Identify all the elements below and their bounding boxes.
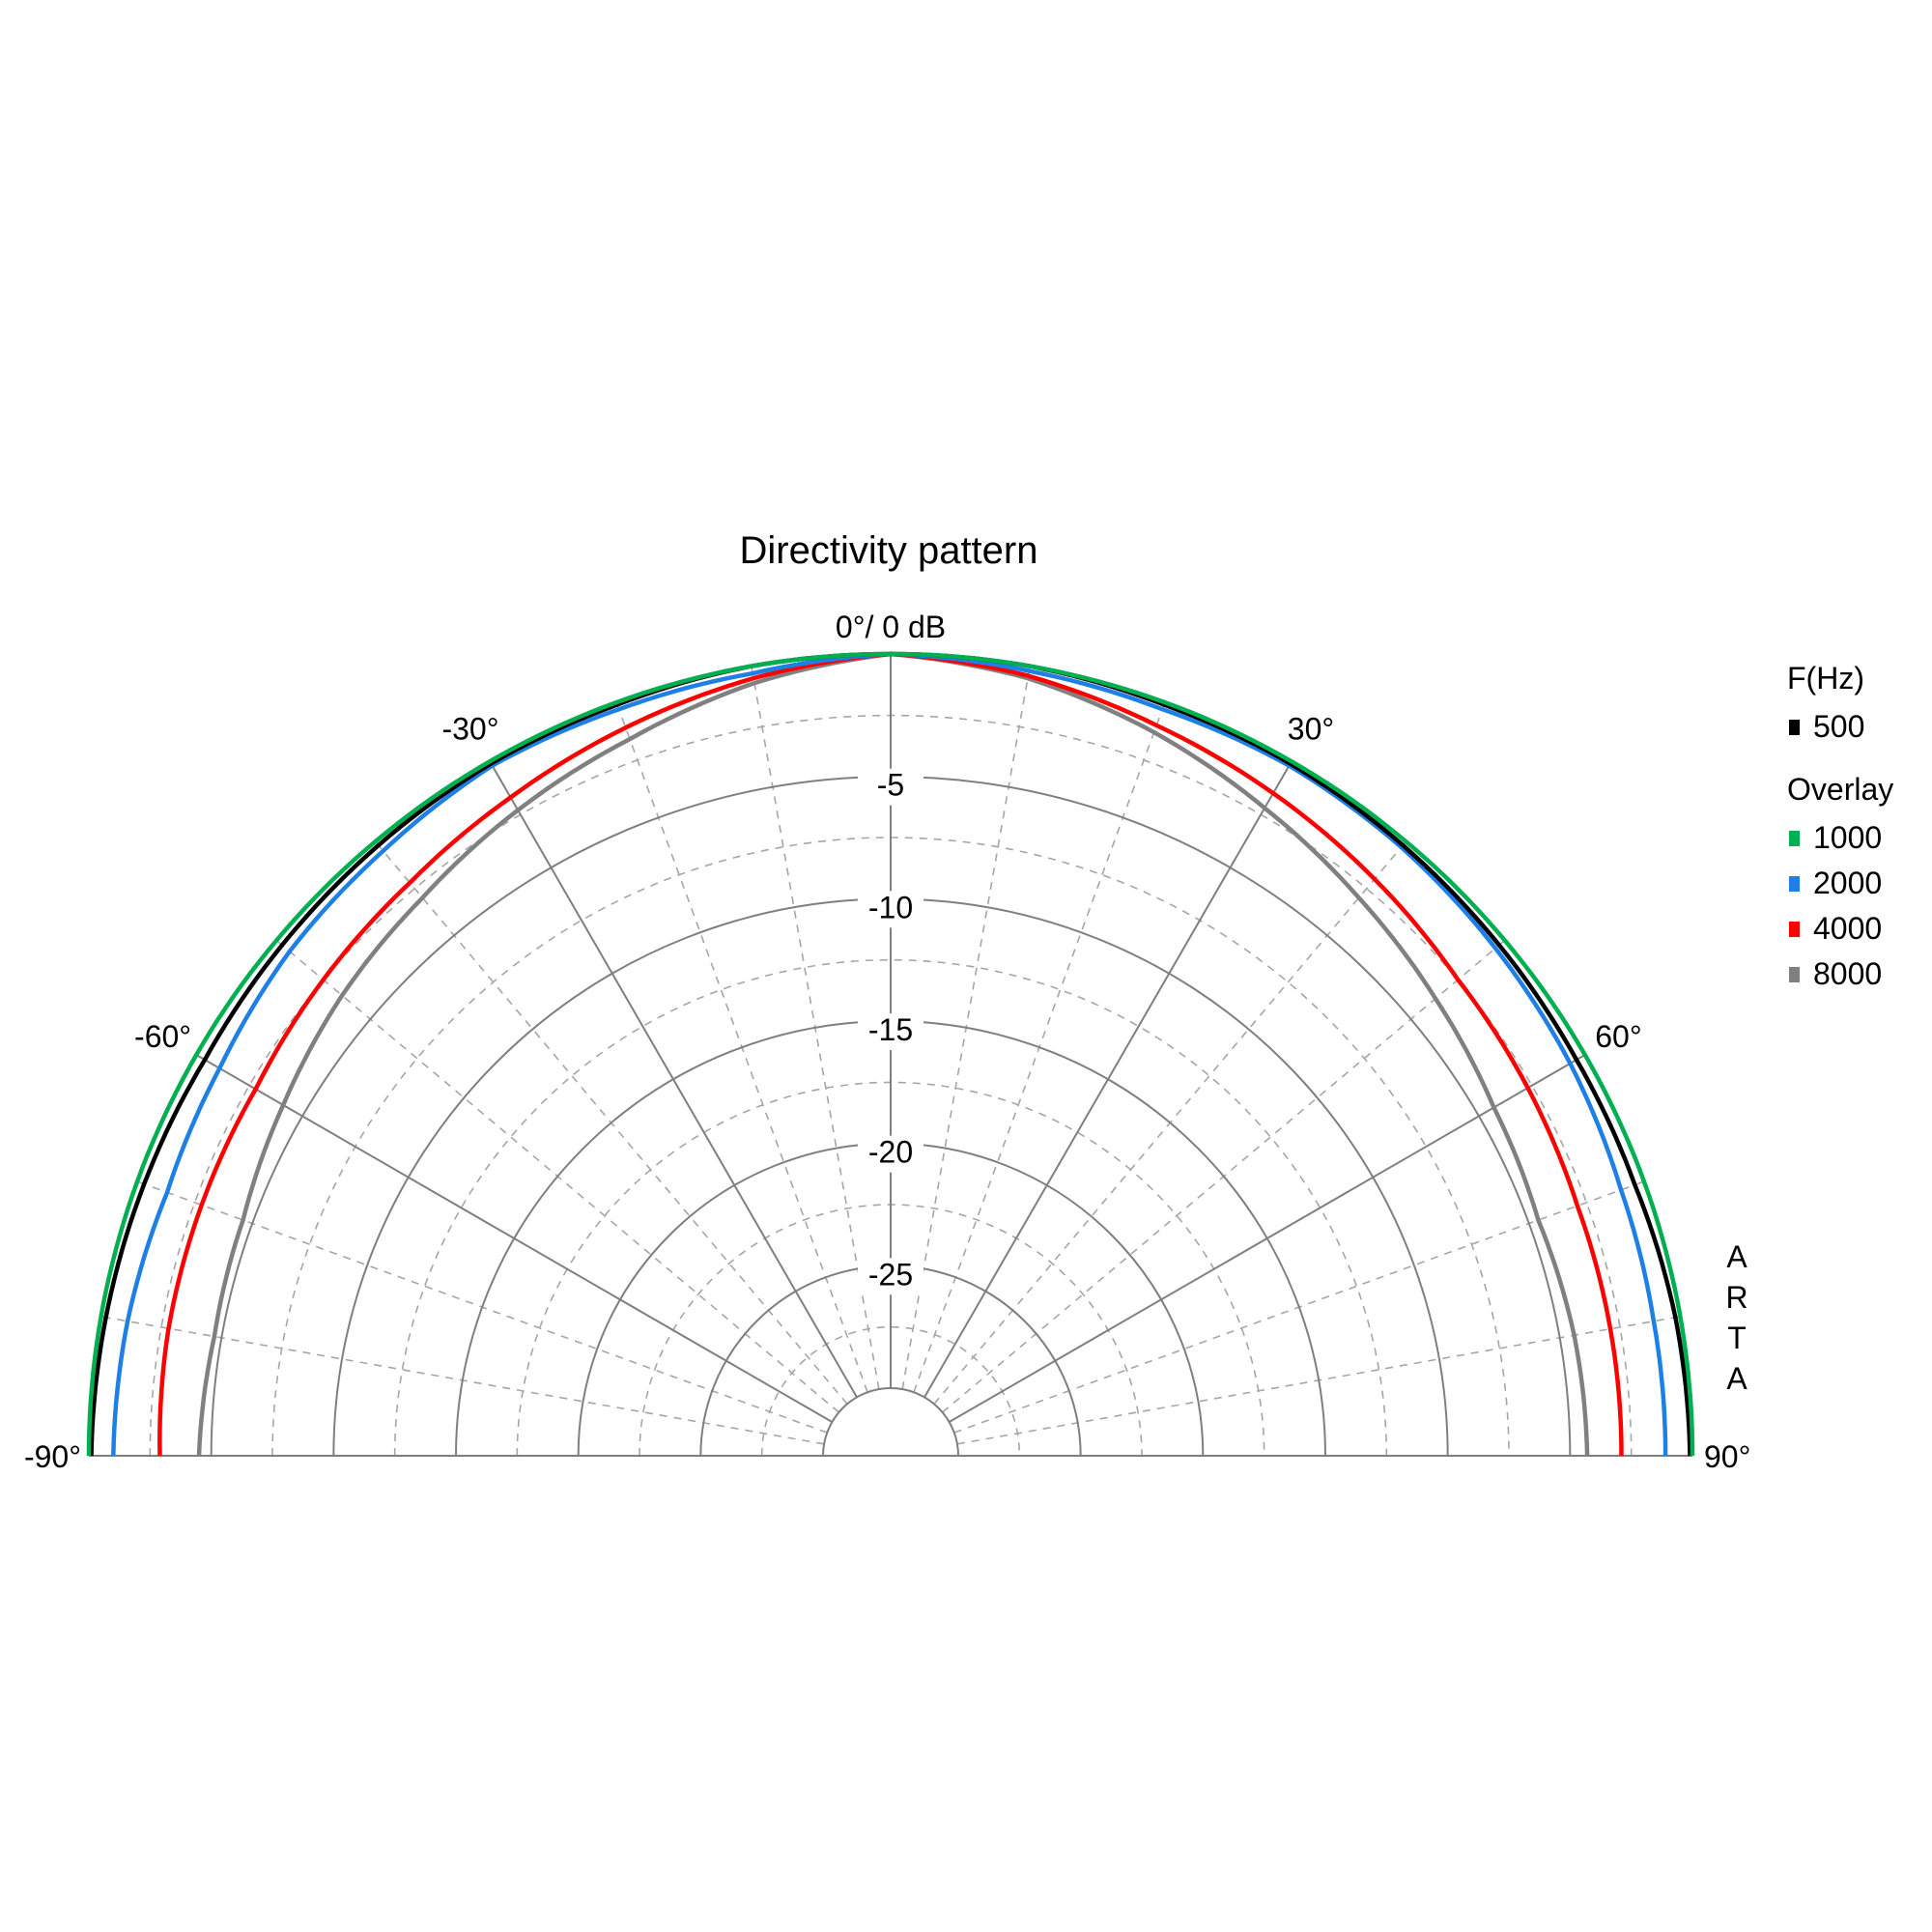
angle-tick-label: -60° xyxy=(134,1019,191,1054)
series-1000-curve xyxy=(86,651,1695,1457)
grid-major-spoke xyxy=(949,1054,1586,1423)
legend-main: 500 xyxy=(1789,709,1864,744)
radial-tick-labels: -5 -10 -15 -20 -25 xyxy=(858,768,923,1295)
legend-swatch-4000 xyxy=(1789,922,1800,937)
radial-tick-label: -20 xyxy=(868,1135,913,1170)
radial-label-bg xyxy=(858,891,923,928)
radial-tick-label: -10 xyxy=(868,890,913,924)
radial-label-bg xyxy=(858,768,923,806)
grid-minor-circle xyxy=(760,1326,1021,1457)
watermark-letter: R xyxy=(1725,1280,1747,1315)
angle-tick-label: -30° xyxy=(441,712,498,747)
top-label: 0°/ 0 dB xyxy=(836,610,946,644)
legend: F(Hz) 500 Overlay 1000 2000 4000 8000 xyxy=(1787,661,1893,991)
angle-tick-label: -90° xyxy=(24,1439,81,1474)
legend-overlay: 1000 2000 4000 8000 xyxy=(1789,820,1882,991)
legend-swatch-8000 xyxy=(1789,967,1800,982)
grid-major-spoke xyxy=(923,760,1293,1398)
legend-label-2000: 2000 xyxy=(1813,866,1882,900)
angle-tick-label: 90° xyxy=(1704,1439,1750,1474)
legend-label-4000: 4000 xyxy=(1813,911,1882,946)
radial-label-bg xyxy=(858,1258,923,1295)
radial-tick-label: -25 xyxy=(868,1257,913,1292)
legend-label-8000: 8000 xyxy=(1813,956,1882,991)
legend-overlay-header: Overlay xyxy=(1787,772,1893,807)
radial-label-bg xyxy=(858,1013,923,1050)
legend-swatch-1000 xyxy=(1789,831,1800,846)
series-layer xyxy=(86,651,1695,1457)
legend-header: F(Hz) xyxy=(1787,661,1864,696)
legend-swatch-500 xyxy=(1789,720,1800,735)
radial-tick-label: -15 xyxy=(868,1012,913,1047)
legend-label-500: 500 xyxy=(1813,709,1864,744)
radial-label-bg xyxy=(858,1135,923,1173)
grid-major-spoke xyxy=(195,1054,833,1423)
radial-tick-label: -5 xyxy=(877,768,904,803)
angle-tick-labels: -90° -60° -30° 30° 60° 90° xyxy=(24,712,1750,1474)
legend-label-1000: 1000 xyxy=(1813,820,1882,855)
watermark-letter: A xyxy=(1726,1361,1747,1396)
angle-tick-label: 60° xyxy=(1595,1019,1641,1054)
watermark-letter: A xyxy=(1726,1239,1747,1274)
chart-title: Directivity pattern xyxy=(740,529,1038,572)
angle-tick-label: 30° xyxy=(1288,712,1334,747)
watermark-letter: T xyxy=(1727,1321,1747,1355)
grid-major-spoke xyxy=(489,760,858,1398)
legend-swatch-2000 xyxy=(1789,876,1800,892)
